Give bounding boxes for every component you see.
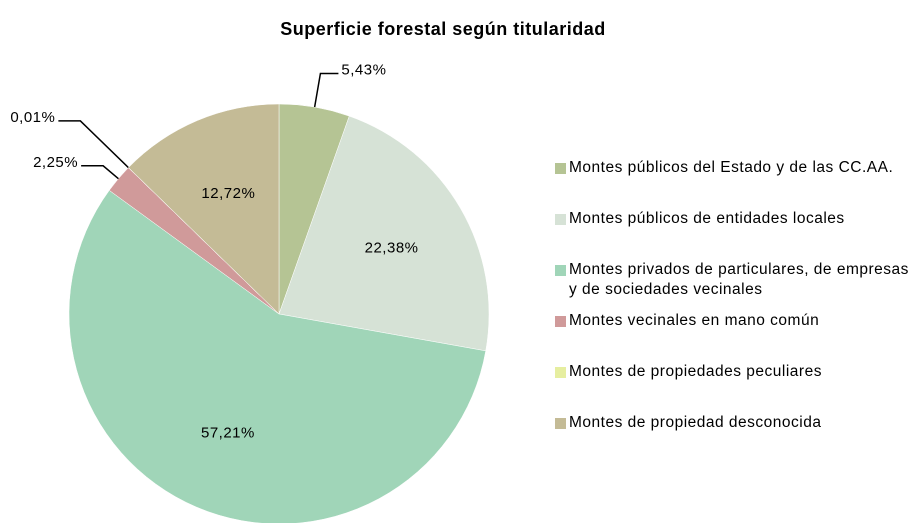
legend-item: Montes públicos del Estado y de las CC.A… <box>555 158 920 209</box>
leader-line <box>58 120 129 169</box>
data-label: 22,38% <box>365 240 419 257</box>
legend-swatch <box>555 418 566 429</box>
legend-item: Montes de propiedad desconocida <box>555 413 920 464</box>
legend-item: Montes privados de particulares, de empr… <box>555 260 920 311</box>
data-label: 57,21% <box>201 425 255 442</box>
chart-title: Superficie forestal según titularidad <box>280 19 606 39</box>
legend-item: Montes vecinales en mano común <box>555 311 920 362</box>
legend-swatch <box>555 163 566 174</box>
data-label: 2,25% <box>33 154 78 171</box>
data-label: 0,01% <box>10 109 55 126</box>
legend-swatch <box>555 214 566 225</box>
data-label: 12,72% <box>201 185 255 202</box>
legend-label: Montes públicos del Estado y de las CC.A… <box>569 159 894 176</box>
legend-item: Montes de propiedades peculiares <box>555 362 920 413</box>
legend-label: Montes públicos de entidades locales <box>569 210 845 227</box>
legend: Montes públicos del Estado y de las CC.A… <box>555 158 920 464</box>
legend-item: Montes públicos de entidades locales <box>555 209 920 260</box>
legend-label: Montes de propiedad desconocida <box>569 414 822 431</box>
pie-slice <box>278 115 490 352</box>
leader-line <box>313 72 339 108</box>
data-label: 5,43% <box>341 62 386 79</box>
legend-label: Montes privados de particulares, de empr… <box>569 261 909 298</box>
legend-swatch <box>555 265 566 276</box>
legend-swatch <box>555 367 566 378</box>
pie-slice <box>128 103 280 315</box>
legend-label: Montes de propiedades peculiares <box>569 363 822 380</box>
pie-slice <box>68 190 487 523</box>
leader-line <box>81 165 119 180</box>
legend-swatch <box>555 316 566 327</box>
legend-label: Montes vecinales en mano común <box>569 312 820 329</box>
